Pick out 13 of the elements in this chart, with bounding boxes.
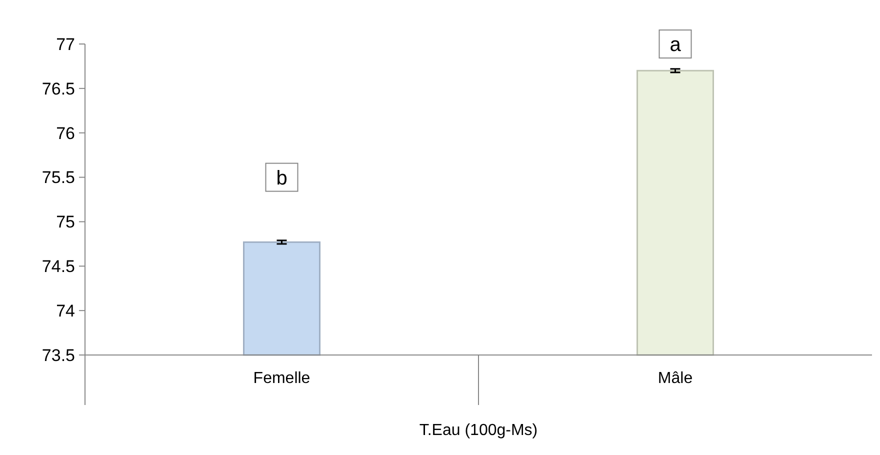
y-tick-label: 74.5 xyxy=(42,257,75,276)
y-tick-label: 76 xyxy=(56,124,75,143)
y-tick-label: 77 xyxy=(56,34,75,54)
x-tick-label: Mâle xyxy=(658,370,693,387)
x-tick-label: Femelle xyxy=(253,370,310,387)
annotation: a xyxy=(670,34,682,56)
y-tick-label: 76.5 xyxy=(42,79,75,98)
y-tick-label: 74 xyxy=(56,302,75,321)
annotation: b xyxy=(276,167,288,190)
y-tick-label: 75 xyxy=(56,212,75,232)
x-axis-title: T.Eau (100g-Ms) xyxy=(419,422,538,439)
y-tick-label: 73.5 xyxy=(42,346,75,365)
y-tick-label: 75.5 xyxy=(42,168,75,188)
